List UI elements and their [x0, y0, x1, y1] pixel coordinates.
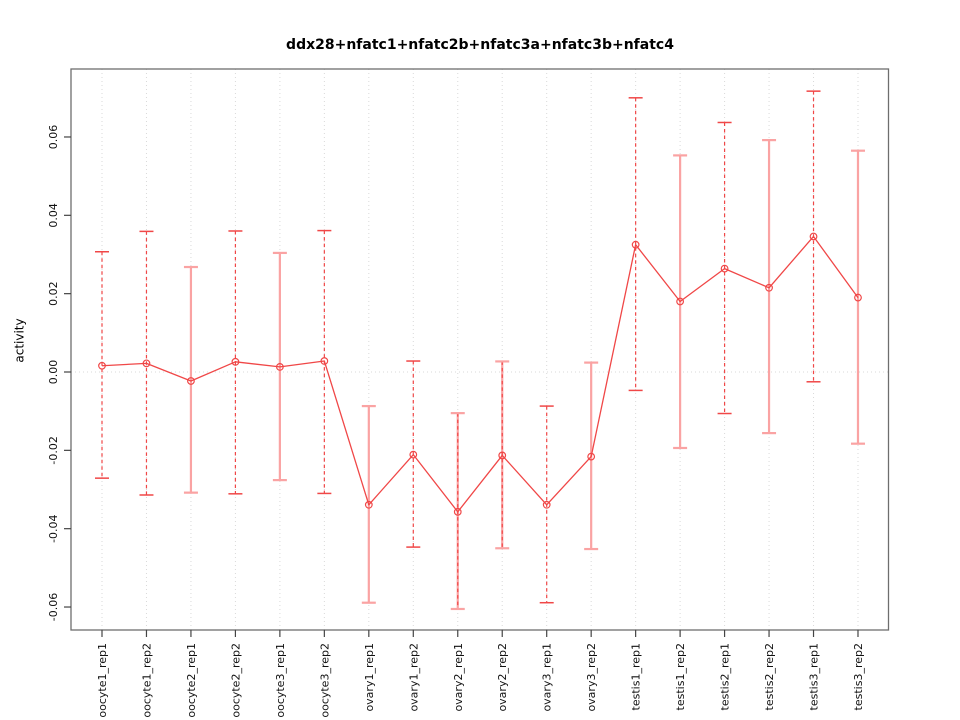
series-line — [101, 235, 859, 513]
y-tick-label: -0.06 — [47, 593, 60, 621]
data-point — [720, 264, 729, 273]
x-tick-label: oocyte3_rep2 — [318, 643, 331, 718]
x-tick-label: ovary3_rep2 — [585, 643, 598, 712]
y-tick-label: 0.06 — [47, 125, 60, 150]
x-tick-label: oocyte2_rep2 — [229, 643, 242, 718]
y-tick-label: 0.00 — [47, 360, 60, 385]
y-tick-label: -0.02 — [47, 436, 60, 464]
data-point — [587, 452, 596, 461]
x-tick-label: ovary2_rep2 — [496, 643, 509, 712]
data-point — [409, 450, 418, 459]
data-point — [364, 500, 373, 509]
x-tick-label: testis1_rep1 — [630, 643, 643, 710]
x-tick-label: testis1_rep2 — [674, 643, 687, 710]
x-tick-label: testis2_rep2 — [763, 643, 776, 710]
x-tick-label: testis3_rep1 — [808, 643, 821, 710]
x-tick-label: ovary1_rep2 — [407, 643, 420, 712]
data-point — [275, 363, 284, 371]
x-tick-label: testis3_rep2 — [852, 643, 865, 710]
data-point — [498, 451, 507, 460]
plot-box — [70, 68, 890, 631]
x-tick-label: ovary3_rep1 — [541, 643, 554, 712]
x-tick-label: ovary2_rep1 — [452, 643, 465, 712]
data-point — [854, 293, 862, 302]
data-point — [542, 500, 551, 509]
chart-title: ddx28+nfatc1+nfatc2b+nfatc3a+nfatc3b+nfa… — [286, 37, 674, 53]
y-tick-label: 0.04 — [47, 203, 60, 228]
x-tick-label: ovary1_rep1 — [363, 643, 376, 712]
data-point — [765, 283, 773, 292]
data-point — [809, 232, 818, 241]
data-point — [142, 359, 151, 368]
x-tick-label: oocyte1_rep1 — [96, 643, 109, 718]
y-axis-title: activity — [12, 318, 27, 363]
data-point — [453, 507, 462, 516]
data-point — [631, 240, 640, 249]
data-point — [231, 357, 240, 366]
data-point — [320, 357, 329, 365]
x-tick-label: oocyte1_rep2 — [140, 643, 153, 718]
data-point — [98, 361, 106, 370]
y-tick-label: 0.02 — [47, 281, 60, 306]
data-point — [676, 297, 685, 306]
y-tick-label: -0.04 — [47, 514, 60, 542]
x-tick-label: testis2_rep1 — [719, 643, 732, 710]
x-tick-label: oocyte2_rep1 — [185, 643, 198, 718]
data-point — [187, 377, 195, 385]
x-tick-label: oocyte3_rep1 — [274, 643, 287, 718]
